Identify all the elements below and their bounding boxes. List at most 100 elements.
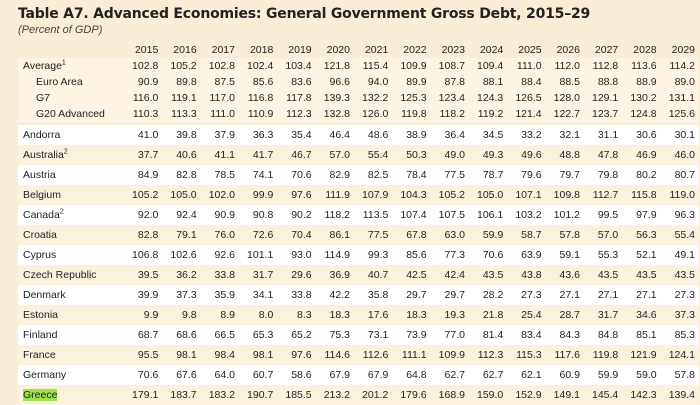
value-cell: 30.6 [636, 129, 657, 141]
value-cell: 118.2 [324, 209, 350, 221]
column-header-2017: 2017 [211, 43, 235, 56]
value-cell: 109.8 [553, 189, 580, 201]
value-cell: 97.6 [291, 349, 312, 361]
countries-row: Denmark 39.9 37.3 35.9 34.1 33.8 42.2 35.8 29.7 2… [18, 285, 699, 305]
value-cell: 46.7 [291, 149, 312, 161]
value-cell: 80.7 [674, 169, 695, 181]
value-cell: 37.3 [674, 309, 695, 321]
title-block: Table A7. Advanced Economies: General Go… [18, 6, 590, 37]
value-cell: 48.6 [367, 129, 389, 141]
value-cell: 142.3 [630, 389, 657, 401]
header-row: 2015 2016 2017 2018 2019 2020 2021 2022 2023 2024… [18, 41, 699, 58]
value-cell: 80.2 [636, 169, 657, 181]
value-cell: 62.1 [521, 369, 542, 381]
countries-row: Croatia 82.8 79.1 76.0 72.6 70.4 86.1 77.5 67.8 6… [18, 225, 699, 245]
value-cell: 92.0 [137, 209, 159, 221]
value-cell: 103.2 [515, 209, 542, 221]
value-cell: 89.9 [406, 76, 427, 88]
value-cell: 66.5 [214, 329, 235, 341]
value-cell: 70.6 [291, 169, 312, 181]
column-header-2015: 2015 [134, 43, 159, 56]
value-cell: 34.1 [252, 289, 274, 301]
value-cell: 124.3 [477, 92, 504, 104]
value-cell: 34.6 [636, 309, 657, 321]
value-cell: 42.2 [329, 289, 350, 301]
value-cell: 78.5 [214, 169, 235, 181]
value-cell: 57.0 [329, 149, 350, 161]
value-cell: 117.8 [286, 92, 312, 104]
value-cell: 27.1 [636, 289, 657, 301]
value-cell: 90.9 [137, 76, 159, 88]
value-cell: 36.2 [176, 269, 197, 281]
value-cell: 82.8 [137, 229, 159, 241]
column-header-2019: 2019 [288, 43, 312, 56]
value-cell: 88.5 [559, 76, 580, 88]
countries-row: Estonia 9.9 9.8 8.9 8.0 8.3 18.3 17.6 18.3 19.3 21… [18, 305, 699, 325]
value-cell: 213.2 [323, 389, 350, 401]
value-cell: 63.9 [521, 249, 542, 261]
value-cell: 37.9 [214, 129, 235, 141]
value-cell: 25.4 [521, 309, 542, 321]
value-cell: 106.8 [132, 249, 159, 261]
value-cell: 110.9 [247, 108, 274, 120]
value-cell: 79.8 [597, 169, 619, 181]
value-cell: 112.6 [362, 349, 389, 361]
debt-table: 2015 2016 2017 2018 2019 2020 2021 2022 2023 2024… [18, 41, 699, 405]
value-cell: 121.4 [515, 108, 542, 120]
value-cell: 35.4 [291, 129, 312, 141]
row-label-text: Andorra [23, 129, 61, 141]
value-cell: 111.0 [516, 60, 542, 72]
row-label: Austria [18, 165, 124, 185]
value-cell: 83.4 [521, 329, 542, 341]
value-cell: 97.6 [291, 189, 312, 201]
value-cell: 60.9 [559, 369, 580, 381]
countries-row: Finland 68.7 68.6 66.5 65.3 65.2 75.3 73.1 73.9 7… [18, 325, 699, 345]
value-cell: 49.0 [444, 149, 465, 161]
row-label: Finland [18, 325, 124, 345]
row-label-text: Greece [23, 389, 58, 401]
row-label: Euro Area [18, 74, 124, 90]
value-cell: 41.0 [137, 129, 159, 141]
groups-row: G20 Advanced 110.3 113.3 111.0 110.9 112.3 132… [18, 106, 699, 122]
column-header-2026: 2026 [556, 43, 580, 56]
value-cell: 8.0 [258, 309, 274, 321]
value-cell: 43.5 [482, 269, 504, 281]
row-label-text: Estonia [23, 309, 59, 321]
value-cell: 40.7 [367, 269, 389, 281]
row-label-text: Australia [23, 149, 64, 161]
value-cell: 114.2 [669, 60, 696, 72]
row-label: Estonia [18, 305, 124, 325]
countries-row: Cyprus 106.8 102.6 92.6 101.1 93.0 114.9 99.3 85… [18, 245, 699, 265]
value-cell: 109.9 [438, 349, 465, 361]
value-cell: 46.0 [674, 149, 695, 161]
value-cell: 47.8 [597, 149, 619, 161]
value-cell: 159.0 [477, 389, 504, 401]
value-cell: 36.9 [329, 269, 350, 281]
value-cell: 19.3 [444, 309, 465, 321]
value-cell: 99.3 [367, 249, 389, 261]
value-cell: 50.3 [406, 149, 427, 161]
column-header-2023: 2023 [441, 43, 465, 56]
row-label: G7 [18, 90, 124, 106]
column-header-2021: 2021 [364, 43, 389, 56]
value-cell: 112.3 [286, 108, 312, 120]
value-cell: 38.9 [406, 129, 427, 141]
value-cell: 73.9 [406, 329, 427, 341]
countries-row: Czech Republic 39.5 36.2 33.8 31.7 29.6 36.9 40… [18, 265, 699, 285]
value-cell: 77.5 [367, 229, 389, 241]
row-label: Denmark [18, 285, 124, 305]
footnote-marker: 2 [59, 208, 64, 216]
column-header-2022: 2022 [403, 43, 427, 56]
countries-row: Australia2 37.7 40.6 41.1 41.7 46.7 57.0 55.4 50… [18, 145, 699, 165]
value-cell: 185.5 [285, 389, 312, 401]
value-cell: 88.8 [597, 76, 619, 88]
value-cell: 102.6 [170, 249, 197, 261]
value-cell: 130.2 [630, 92, 657, 104]
countries-row: Andorra 41.0 39.8 37.9 36.3 35.4 46.4 48.6 38.9 3… [18, 125, 699, 145]
value-cell: 139.3 [323, 92, 350, 104]
value-cell: 96.3 [674, 209, 695, 221]
value-cell: 72.6 [252, 229, 274, 241]
value-cell: 102.0 [208, 189, 235, 201]
value-cell: 39.9 [137, 289, 159, 301]
value-cell: 85.3 [674, 329, 695, 341]
